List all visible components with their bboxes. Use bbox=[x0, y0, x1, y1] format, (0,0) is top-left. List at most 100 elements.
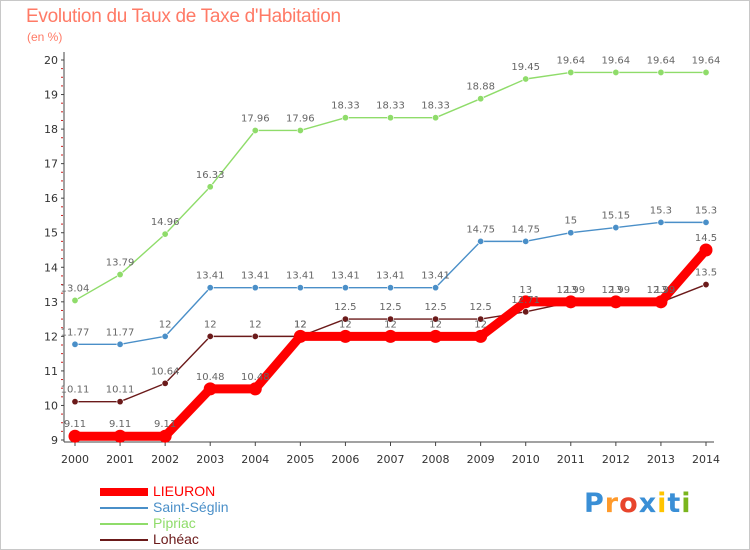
data-point bbox=[386, 315, 394, 323]
data-label: 18.33 bbox=[376, 101, 405, 112]
legend-label: Lohéac bbox=[153, 531, 199, 547]
y-tick-label: 13 bbox=[44, 296, 58, 309]
data-label: 13.41 bbox=[421, 271, 450, 282]
y-tick-label: 10 bbox=[44, 399, 58, 412]
data-point bbox=[338, 329, 352, 343]
y-tick-label: 19 bbox=[44, 89, 58, 102]
data-point bbox=[386, 284, 394, 292]
x-tick-label: 2012 bbox=[602, 453, 630, 466]
data-point bbox=[522, 75, 530, 83]
logo-letter: r bbox=[604, 488, 620, 519]
data-point bbox=[251, 332, 259, 340]
data-point bbox=[477, 237, 485, 245]
data-label: 16.33 bbox=[196, 170, 225, 181]
data-label: 19.64 bbox=[602, 55, 631, 66]
data-point bbox=[702, 68, 710, 76]
data-point bbox=[522, 308, 530, 316]
data-point bbox=[432, 114, 440, 122]
data-label: 12.5 bbox=[379, 302, 401, 313]
data-point bbox=[519, 295, 533, 309]
data-point bbox=[657, 68, 665, 76]
data-point bbox=[341, 315, 349, 323]
data-point bbox=[248, 382, 262, 396]
data-label: 17.96 bbox=[286, 113, 315, 124]
data-label: 13.41 bbox=[331, 271, 360, 282]
data-point bbox=[71, 296, 79, 304]
data-point bbox=[477, 315, 485, 323]
data-label: 13 bbox=[609, 285, 622, 296]
data-label: 12 bbox=[294, 319, 307, 330]
x-tick-label: 2010 bbox=[512, 453, 540, 466]
data-label: 15.3 bbox=[695, 205, 717, 216]
x-tick-label: 2007 bbox=[377, 453, 405, 466]
data-point bbox=[384, 329, 397, 343]
logo-letter: P bbox=[584, 488, 605, 519]
x-tick-label: 2006 bbox=[331, 453, 359, 466]
data-label: 12.5 bbox=[424, 302, 446, 313]
y-tick-label: 11 bbox=[44, 365, 58, 378]
x-tick-label: 2005 bbox=[286, 453, 314, 466]
legend-item: LIEURON bbox=[100, 483, 400, 500]
data-label: 13.04 bbox=[61, 283, 90, 294]
data-point bbox=[251, 284, 259, 292]
data-label: 13 bbox=[655, 285, 668, 296]
x-tick-label: 2004 bbox=[241, 453, 269, 466]
data-label: 12.99 bbox=[556, 285, 585, 296]
y-tick-label: 16 bbox=[44, 192, 58, 205]
data-label: 10.11 bbox=[61, 385, 90, 396]
legend-swatch bbox=[100, 507, 148, 509]
chart-title: Evolution du Taux de Taxe d'Habitation bbox=[26, 6, 341, 27]
data-label: 12 bbox=[294, 319, 307, 330]
legend-label: Saint-Séglin bbox=[153, 499, 229, 515]
x-tick-label: 2009 bbox=[467, 453, 495, 466]
y-tick-label: 18 bbox=[44, 123, 58, 136]
data-label: 9.11 bbox=[109, 419, 131, 430]
data-label: 13.5 bbox=[695, 268, 717, 279]
data-label: 10.11 bbox=[106, 385, 135, 396]
data-label: 11.77 bbox=[106, 327, 135, 338]
y-tick-label: 12 bbox=[44, 330, 58, 343]
y-tick-label: 15 bbox=[44, 227, 58, 240]
data-label: 12.5 bbox=[334, 302, 356, 313]
data-label: 13 bbox=[564, 285, 577, 296]
y-tick-label: 9 bbox=[51, 434, 58, 447]
data-point bbox=[654, 295, 668, 309]
data-point bbox=[612, 68, 620, 76]
data-label: 13.41 bbox=[196, 271, 225, 282]
y-tick-label: 14 bbox=[44, 261, 58, 274]
data-label: 14.75 bbox=[466, 224, 495, 235]
data-label: 19.45 bbox=[511, 62, 540, 73]
data-point bbox=[296, 284, 304, 292]
data-label: 9.11 bbox=[154, 419, 176, 430]
data-label: 9.11 bbox=[64, 419, 86, 430]
data-point bbox=[702, 281, 710, 289]
chart-legend: LIEURON Saint-Séglin Pipriac Lohéac bbox=[100, 483, 400, 548]
data-label: 13 bbox=[519, 285, 532, 296]
data-point bbox=[251, 126, 259, 134]
data-point bbox=[68, 429, 82, 443]
legend-item: Lohéac bbox=[100, 531, 400, 548]
legend-item: Saint-Séglin bbox=[100, 499, 400, 516]
logo-letter: x bbox=[638, 488, 658, 519]
data-point bbox=[609, 295, 623, 309]
data-point bbox=[432, 284, 440, 292]
data-point bbox=[699, 243, 713, 257]
data-point bbox=[564, 295, 578, 309]
data-label: 12 bbox=[474, 319, 487, 330]
x-tick-label: 2000 bbox=[61, 453, 89, 466]
data-label: 12.99 bbox=[647, 285, 676, 296]
y-tick-label: 17 bbox=[44, 158, 58, 171]
data-point bbox=[341, 114, 349, 122]
data-label: 12.99 bbox=[602, 285, 631, 296]
x-tick-label: 2008 bbox=[422, 453, 450, 466]
data-point bbox=[296, 126, 304, 134]
data-label: 15.3 bbox=[650, 205, 672, 216]
data-point bbox=[477, 95, 485, 103]
data-label: 13.41 bbox=[286, 271, 315, 282]
y-tick-label: 20 bbox=[44, 54, 58, 67]
data-label: 14.75 bbox=[511, 224, 540, 235]
data-point bbox=[341, 284, 349, 292]
data-point bbox=[657, 218, 665, 226]
x-tick-label: 2001 bbox=[106, 453, 134, 466]
data-point bbox=[116, 340, 124, 348]
